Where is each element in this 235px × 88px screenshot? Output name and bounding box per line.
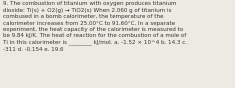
Text: 9. The combustion of titanium with oxygen produces titanium
dioxide: Ti(s) + O2(: 9. The combustion of titanium with oxyge… xyxy=(3,1,187,52)
